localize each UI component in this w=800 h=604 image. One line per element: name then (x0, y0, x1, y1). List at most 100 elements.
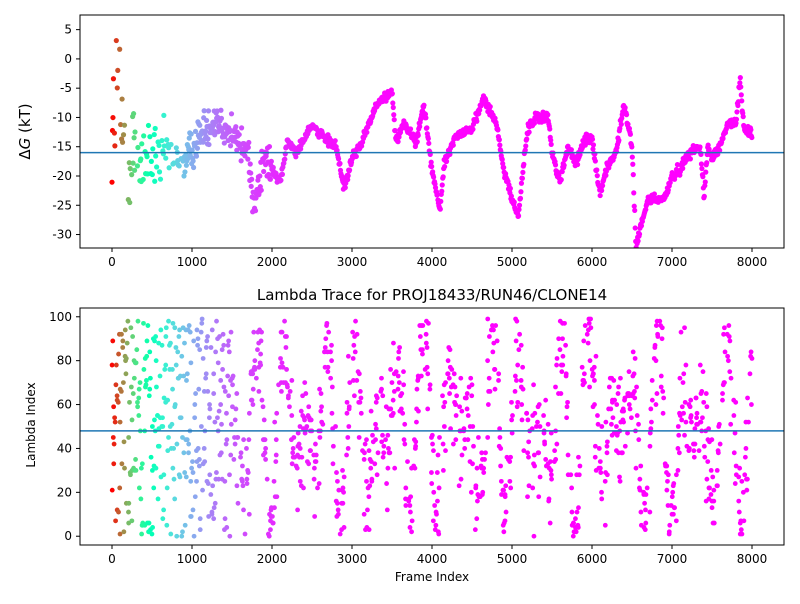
lambda-point (592, 443, 598, 449)
lambda-point (341, 489, 346, 495)
lambda-point (599, 489, 604, 495)
lambda-point (210, 483, 216, 489)
delta-g-point (342, 185, 348, 191)
lambda-point (224, 525, 230, 530)
lambda-point (330, 443, 336, 449)
lambda-point (264, 476, 270, 482)
lambda-point (110, 435, 116, 440)
lambda-point (727, 338, 733, 344)
lambda-point (333, 424, 338, 429)
delta-g-point (265, 171, 272, 178)
lambda-point (274, 494, 280, 500)
lambda-point (448, 426, 453, 432)
lambda-point (182, 522, 188, 528)
lambda-point (573, 529, 579, 535)
lambda-point (525, 417, 531, 423)
lambda-point (297, 446, 303, 451)
lambda-point (372, 461, 378, 467)
lambda-point (205, 481, 211, 486)
lambda-point (136, 485, 142, 491)
delta-g-point (218, 115, 225, 121)
lambda-point (676, 432, 682, 438)
delta-g-point (531, 120, 538, 126)
lambda-point (230, 404, 235, 410)
lambda-point (227, 472, 232, 478)
lambda-point (396, 380, 402, 386)
lambda-point (129, 518, 135, 524)
delta-g-point (515, 213, 522, 219)
delta-g-point (111, 130, 117, 136)
lambda-point (409, 518, 415, 524)
lambda-point (603, 419, 609, 425)
lambda-point (720, 391, 725, 396)
delta-g-point (632, 207, 638, 214)
bot-xtick-label: 4000 (417, 552, 448, 566)
lambda-point (388, 367, 394, 372)
lambda-point (286, 393, 291, 399)
lambda-point (203, 371, 209, 377)
bot-xtick-label: 6000 (577, 552, 608, 566)
lambda-point (203, 345, 209, 350)
lambda-point (351, 378, 356, 383)
lambda-point (115, 399, 121, 405)
lambda-point (453, 437, 459, 443)
lambda-point (335, 478, 340, 484)
lambda-point (253, 375, 259, 381)
lambda-point (588, 316, 593, 322)
lambda-point (447, 391, 452, 396)
delta-g-point (252, 208, 259, 214)
lambda-point (311, 476, 317, 482)
lambda-point (687, 404, 693, 410)
delta-g-point (407, 126, 414, 132)
lambda-point (568, 472, 574, 478)
lambda-point (649, 397, 655, 403)
lambda-point (681, 371, 687, 377)
lambda-point (368, 408, 374, 414)
lambda-point (610, 415, 616, 421)
delta-g-point (559, 169, 565, 175)
lambda-point (486, 375, 492, 381)
lambda-point (169, 421, 175, 427)
lambda-point (208, 492, 214, 497)
lambda-point (492, 367, 498, 372)
lambda-point (518, 342, 524, 348)
lambda-point (436, 531, 442, 537)
delta-g-point (651, 191, 658, 197)
delta-g-point (439, 188, 445, 194)
lambda-point (308, 417, 314, 423)
lambda-point (543, 397, 549, 403)
lambda-point (127, 399, 132, 405)
delta-g-point (364, 129, 370, 135)
lambda-point (381, 443, 387, 449)
delta-g-point (266, 143, 273, 150)
lambda-point (699, 388, 705, 394)
lambda-point (261, 417, 267, 423)
delta-g-point (347, 167, 353, 173)
lambda-point (181, 373, 187, 379)
delta-g-point (389, 91, 395, 97)
lambda-point (259, 397, 265, 403)
delta-g-point (113, 37, 119, 44)
lambda-point (612, 397, 618, 403)
lambda-point (403, 503, 409, 508)
lambda-point (110, 338, 116, 344)
delta-g-point (697, 144, 703, 150)
lambda-point (626, 402, 632, 407)
lambda-point (345, 435, 351, 440)
delta-g-point (496, 137, 502, 143)
lambda-point (199, 316, 205, 322)
lambda-point (503, 483, 509, 489)
lambda-point (548, 472, 554, 478)
lambda-point (216, 476, 222, 482)
lambda-point (737, 465, 743, 471)
delta-g-point (138, 156, 144, 162)
lambda-point (424, 364, 430, 370)
lambda-point (366, 448, 372, 454)
lambda-point (632, 356, 638, 361)
lambda-point (219, 421, 224, 427)
lambda-point (202, 459, 208, 465)
lambda-point (391, 388, 397, 394)
lambda-point (441, 424, 447, 429)
lambda-point (121, 529, 127, 535)
lambda-point (189, 465, 195, 471)
